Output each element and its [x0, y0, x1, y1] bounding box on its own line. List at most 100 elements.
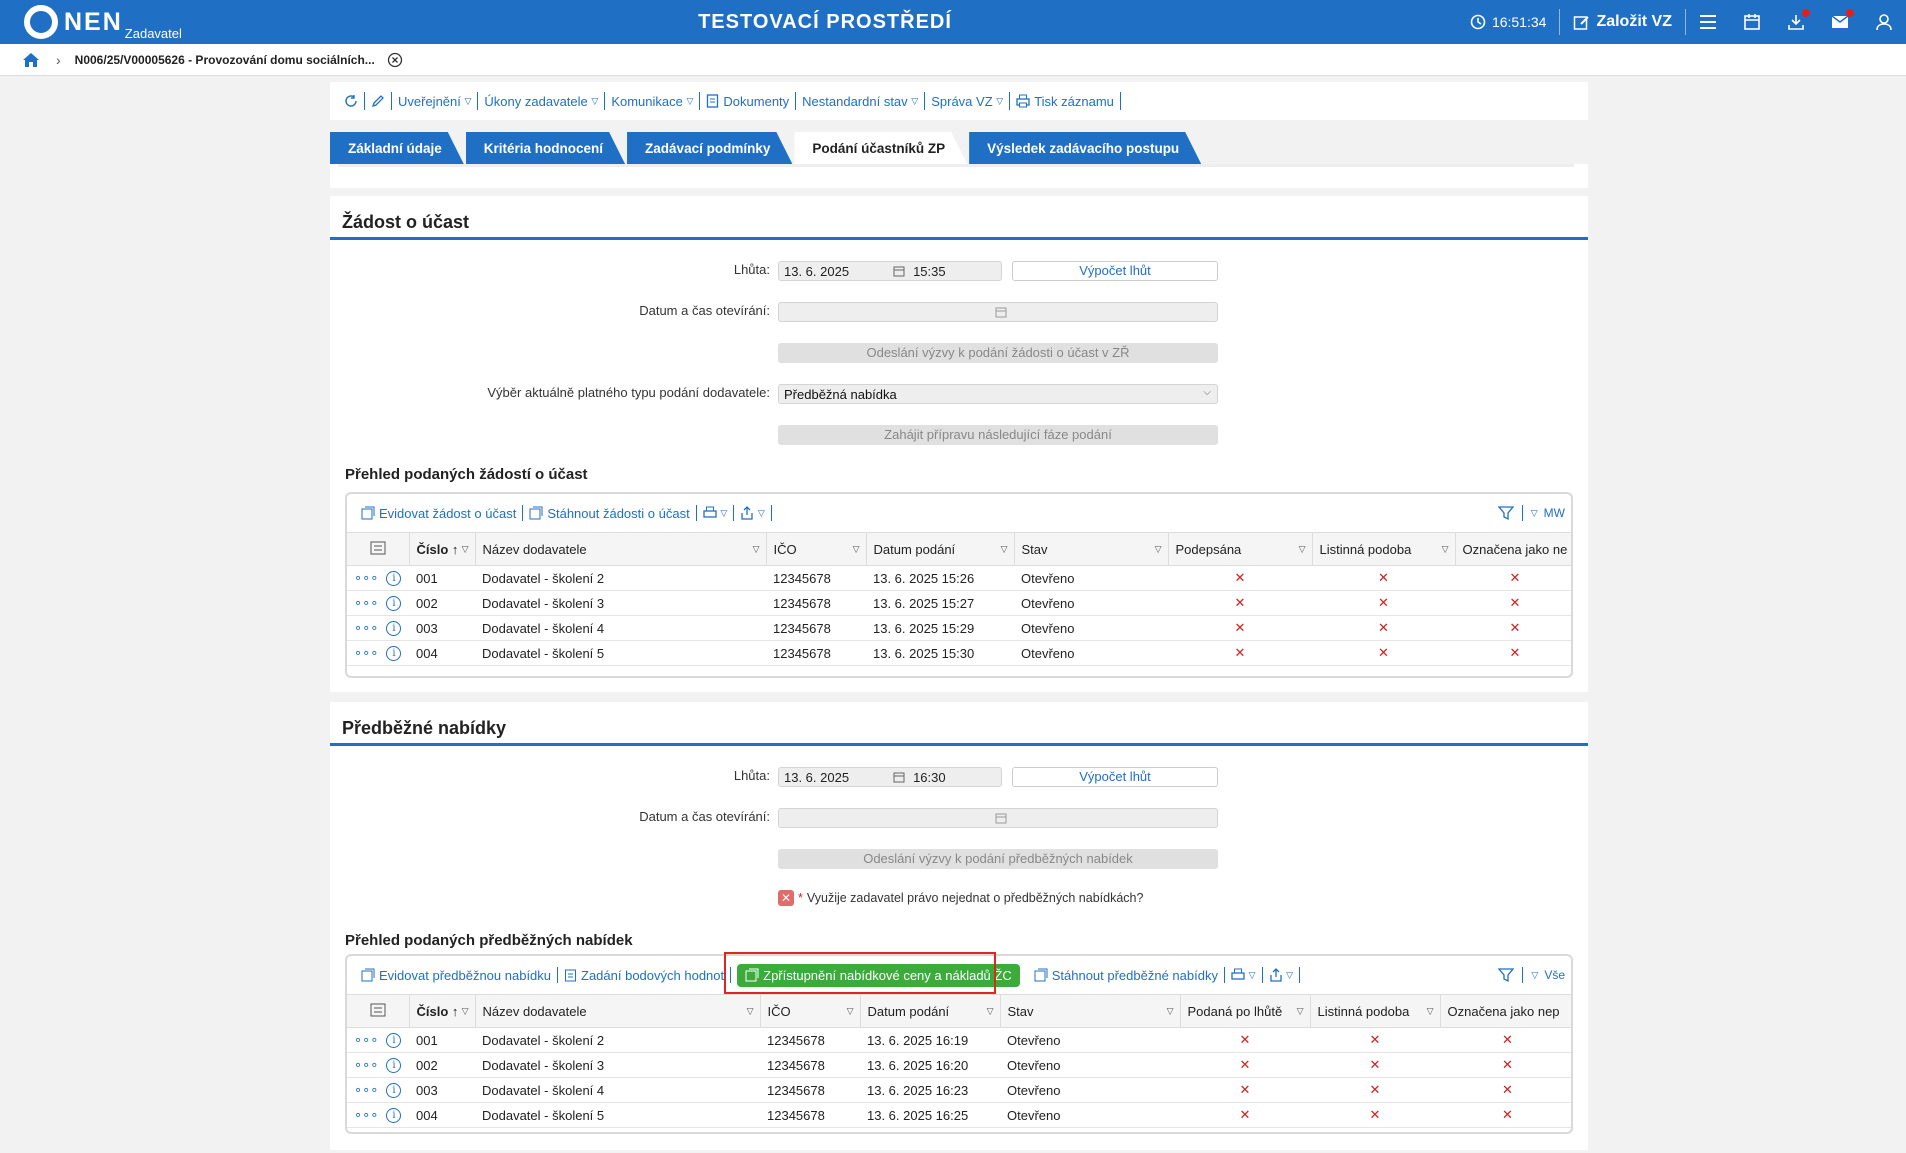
- menu-komunikace[interactable]: Komunikace ▽: [605, 92, 701, 110]
- lhuta-time[interactable]: 16:30: [913, 769, 946, 785]
- more-icon[interactable]: ∘∘∘: [354, 1057, 379, 1072]
- tab-content-strip: [330, 164, 1588, 188]
- checkbox-unchecked[interactable]: ✕: [778, 890, 794, 906]
- view-selector[interactable]: Vše: [1544, 968, 1565, 982]
- calendar-icon[interactable]: [893, 771, 905, 783]
- column-oznacena[interactable]: Označena jako ne: [1455, 532, 1571, 566]
- zadani-bodovych-hodnot-button[interactable]: Zadání bodových hodnot: [558, 967, 732, 983]
- menu-nestandardni-stav[interactable]: Nestandardní stav ▽: [796, 92, 926, 110]
- close-icon[interactable]: [387, 52, 403, 68]
- table-row[interactable]: ∘∘∘ i 002 Dodavatel - školení 3 12345678 13. …: [347, 590, 1571, 616]
- column-stav[interactable]: Stav ▽: [1000, 994, 1181, 1028]
- table-row[interactable]: ∘∘∘ i 002 Dodavatel - školení 3 12345678 13. …: [347, 1052, 1571, 1078]
- nen-logo[interactable]: NEN Zadavatel: [24, 5, 182, 41]
- breadcrumb-current[interactable]: N006/25/V00005626 - Provozování domu soc…: [74, 52, 375, 67]
- stahnout-nabidky-button[interactable]: Stáhnout předběžné nabídky: [1028, 967, 1225, 983]
- calendar-button[interactable]: [1730, 0, 1774, 44]
- stahnout-zadosti-button[interactable]: Stáhnout žádosti o účast: [523, 505, 697, 521]
- zahajit-pripravu-button[interactable]: Zahájit přípravu následující fáze podání: [778, 425, 1218, 445]
- more-icon[interactable]: ∘∘∘: [354, 595, 379, 610]
- edit-button[interactable]: [365, 92, 392, 110]
- calendar-icon[interactable]: [893, 265, 905, 277]
- menu-button[interactable]: [1686, 0, 1730, 44]
- refresh-button[interactable]: [338, 92, 365, 110]
- lhuta-date-input[interactable]: 13. 6. 2025 15:35: [778, 261, 1002, 281]
- column-nazev[interactable]: Název dodavatele ▽: [475, 994, 761, 1028]
- view-selector[interactable]: MW: [1543, 506, 1565, 520]
- grid-zadosti: Evidovat žádost o účast Stáhnout žádosti…: [345, 492, 1573, 678]
- otevirani-input[interactable]: [778, 302, 1218, 322]
- messages-button[interactable]: [1818, 0, 1862, 44]
- table-row[interactable]: ∘∘∘ i 004 Dodavatel - školení 5 12345678 13. …: [347, 640, 1571, 666]
- lhuta-date-input[interactable]: 13. 6. 2025 16:30: [778, 767, 1002, 787]
- info-icon[interactable]: i: [386, 570, 402, 586]
- evidovat-nabidku-button[interactable]: Evidovat předběžnou nabídku: [355, 967, 559, 983]
- print-menu-button[interactable]: ▽: [697, 505, 735, 521]
- vypocet-lhut-button[interactable]: Výpočet lhůt: [1012, 261, 1218, 281]
- table-row[interactable]: ∘∘∘ i 003 Dodavatel - školení 4 12345678 13. …: [347, 615, 1571, 641]
- table-row[interactable]: ∘∘∘ i 001 Dodavatel - školení 2 12345678 13. …: [347, 1027, 1571, 1053]
- info-icon[interactable]: i: [386, 1057, 402, 1073]
- dropdown-icon[interactable]: ▽: [1531, 969, 1539, 980]
- odeslani-vyzvy-button[interactable]: Odeslání výzvy k podání předběžných nabí…: [778, 849, 1218, 869]
- column-listinna[interactable]: Listinná podoba ▽: [1312, 532, 1456, 566]
- evidovat-zadost-button[interactable]: Evidovat žádost o účast: [355, 505, 524, 521]
- menu-dokumenty[interactable]: Dokumenty: [700, 92, 797, 110]
- user-button[interactable]: [1862, 0, 1906, 44]
- info-icon[interactable]: i: [386, 645, 402, 661]
- column-datum[interactable]: Datum podání ▽: [866, 532, 1015, 566]
- lhuta-time[interactable]: 15:35: [913, 263, 946, 279]
- more-icon[interactable]: ∘∘∘: [354, 1082, 379, 1097]
- column-ico[interactable]: IČO ▽: [760, 994, 861, 1028]
- info-icon[interactable]: i: [386, 595, 402, 611]
- more-icon[interactable]: ∘∘∘: [354, 620, 379, 635]
- info-icon[interactable]: i: [386, 1032, 402, 1048]
- column-cislo[interactable]: Číslo ↑ ▽: [409, 994, 476, 1028]
- print-menu-button[interactable]: ▽: [1225, 967, 1263, 983]
- dropdown-icon[interactable]: ▽: [1530, 507, 1538, 518]
- menu-uverejneni[interactable]: Uveřejnění ▽: [392, 92, 479, 110]
- tab-zadavaci-podminky[interactable]: Zadávací podmínky: [627, 132, 792, 164]
- more-icon[interactable]: ∘∘∘: [354, 570, 379, 585]
- column-oznacena[interactable]: Označena jako nep: [1440, 994, 1571, 1028]
- menu-tisk-zaznamu[interactable]: Tisk záznamu: [1010, 92, 1121, 110]
- column-nazev[interactable]: Název dodavatele ▽: [475, 532, 767, 566]
- odeslani-vyzvy-button[interactable]: Odeslání výzvy k podání žádosti o účast …: [778, 343, 1218, 363]
- tab-vysledek-postupu[interactable]: Výsledek zadávacího postupu: [969, 132, 1201, 164]
- column-podana-po-lhute[interactable]: Podaná po lhůtě ▽: [1180, 994, 1311, 1028]
- more-icon[interactable]: ∘∘∘: [354, 1107, 379, 1122]
- menu-sprava-vz[interactable]: Správa VZ ▽: [925, 92, 1011, 110]
- home-icon[interactable]: [22, 52, 40, 68]
- create-vz-button[interactable]: Založit VZ: [1560, 0, 1685, 44]
- tab-zakladni-udaje[interactable]: Základní údaje: [330, 132, 464, 164]
- column-cislo[interactable]: Číslo ↑ ▽: [409, 532, 476, 566]
- filter-icon[interactable]: [1498, 967, 1515, 983]
- column-datum[interactable]: Datum podání ▽: [860, 994, 1001, 1028]
- table-row[interactable]: ∘∘∘ i 004 Dodavatel - školení 5 12345678 13. …: [347, 1102, 1571, 1128]
- tab-podani-ucastniku[interactable]: Podání účastníků ZP: [794, 132, 967, 164]
- info-icon[interactable]: i: [386, 1107, 402, 1123]
- menu-ukony-zadavatele[interactable]: Úkony zadavatele ▽: [478, 92, 606, 110]
- column-stav[interactable]: Stav ▽: [1014, 532, 1169, 566]
- otevirani-input[interactable]: [778, 808, 1218, 828]
- column-ico[interactable]: IČO ▽: [766, 532, 867, 566]
- column-podepsana[interactable]: Podepsána ▽: [1168, 532, 1313, 566]
- column-settings[interactable]: [347, 994, 410, 1028]
- table-row[interactable]: ∘∘∘ i 001 Dodavatel - školení 2 12345678 13. …: [347, 565, 1571, 591]
- more-icon[interactable]: ∘∘∘: [354, 1032, 379, 1047]
- column-settings[interactable]: [347, 532, 410, 566]
- more-icon[interactable]: ∘∘∘: [354, 645, 379, 660]
- vypocet-lhut-button[interactable]: Výpočet lhůt: [1012, 767, 1218, 787]
- info-icon[interactable]: i: [386, 620, 402, 636]
- download-button[interactable]: [1774, 0, 1818, 44]
- filter-icon[interactable]: [1497, 505, 1514, 521]
- dropdown-icon: ▽: [996, 95, 1004, 106]
- zpristupneni-ceny-button[interactable]: Zpřístupnění nabídkové ceny a nákladů ŽC: [737, 963, 1020, 987]
- tab-kriteria-hodnoceni[interactable]: Kritéria hodnocení: [466, 132, 625, 164]
- info-icon[interactable]: i: [386, 1082, 402, 1098]
- vyber-typu-select[interactable]: Předběžná nabídka ⌵: [778, 384, 1218, 404]
- table-row[interactable]: ∘∘∘ i 003 Dodavatel - školení 4 12345678 13. …: [347, 1077, 1571, 1103]
- export-menu-button[interactable]: ▽: [1263, 967, 1301, 983]
- column-listinna[interactable]: Listinná podoba ▽: [1310, 994, 1441, 1028]
- export-menu-button[interactable]: ▽: [734, 505, 772, 521]
